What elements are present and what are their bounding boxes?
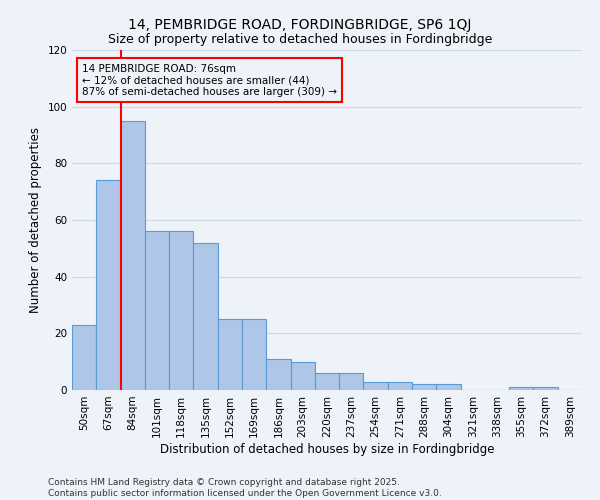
Bar [96, 180, 121, 390]
Bar [218, 319, 242, 390]
Bar [290, 362, 315, 390]
Bar [364, 382, 388, 390]
Bar [388, 382, 412, 390]
Bar [121, 121, 145, 390]
Bar [412, 384, 436, 390]
Bar [315, 373, 339, 390]
Y-axis label: Number of detached properties: Number of detached properties [29, 127, 42, 313]
Bar [72, 325, 96, 390]
Bar [193, 242, 218, 390]
Text: Contains HM Land Registry data © Crown copyright and database right 2025.
Contai: Contains HM Land Registry data © Crown c… [48, 478, 442, 498]
Text: Size of property relative to detached houses in Fordingbridge: Size of property relative to detached ho… [108, 32, 492, 46]
Bar [339, 373, 364, 390]
Text: 14, PEMBRIDGE ROAD, FORDINGBRIDGE, SP6 1QJ: 14, PEMBRIDGE ROAD, FORDINGBRIDGE, SP6 1… [128, 18, 472, 32]
Text: 14 PEMBRIDGE ROAD: 76sqm
← 12% of detached houses are smaller (44)
87% of semi-d: 14 PEMBRIDGE ROAD: 76sqm ← 12% of detach… [82, 64, 337, 97]
X-axis label: Distribution of detached houses by size in Fordingbridge: Distribution of detached houses by size … [160, 442, 494, 456]
Bar [509, 387, 533, 390]
Bar [436, 384, 461, 390]
Bar [266, 359, 290, 390]
Bar [145, 232, 169, 390]
Bar [242, 319, 266, 390]
Bar [169, 232, 193, 390]
Bar [533, 387, 558, 390]
